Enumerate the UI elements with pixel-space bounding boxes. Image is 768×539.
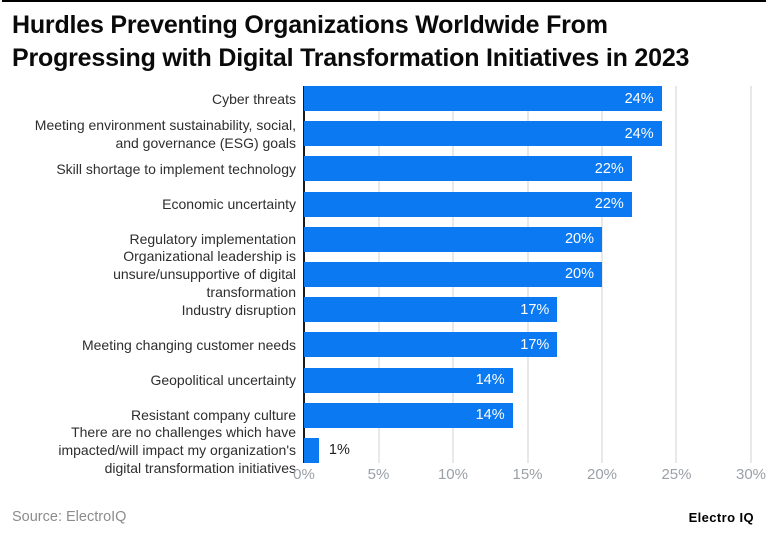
bar-area: 1%: [304, 437, 751, 463]
bar-area: 22%: [304, 191, 751, 217]
bar: 20%: [304, 226, 602, 252]
category-label: Industry disruption: [181, 301, 296, 318]
bar: 14%: [304, 402, 513, 428]
chart-row: There are no challenges which have impac…: [0, 424, 751, 476]
value-label: 17%: [520, 336, 550, 353]
category-label: There are no challenges which have impac…: [58, 424, 296, 477]
brand-logo: Electro IQ: [688, 510, 754, 525]
chart-title-line-2: Progressing with Digital Transformation …: [12, 44, 690, 72]
chart-row: Resistant company culture 14%: [0, 402, 751, 438]
chart-row: Regulatory implementation 20%: [0, 226, 751, 262]
value-label: 24%: [624, 125, 654, 142]
x-axis-tick: 0%: [293, 466, 315, 483]
category-label: Meeting changing customer needs: [81, 336, 296, 353]
top-border: [2, 0, 766, 2]
bar-area: 20%: [304, 226, 751, 252]
chart-row: Geopolitical uncertainty 14%: [0, 367, 751, 403]
bar-chart: Cyber threats 24% Meeting environment su…: [0, 86, 751, 476]
x-axis: 0% 5% 10% 15% 20% 25% 30%: [293, 466, 766, 486]
value-label: 14%: [475, 407, 505, 424]
x-axis-tick: 30%: [735, 466, 767, 483]
bar-area: 24%: [304, 86, 751, 111]
bar: 17%: [304, 297, 558, 323]
bar: 24%: [304, 86, 662, 111]
category-label: Cyber threats: [211, 90, 296, 107]
bar: 14%: [304, 367, 513, 393]
chart-row: Skill shortage to implement technology 2…: [0, 156, 751, 191]
category-label: Organizational leadership is unsure/unsu…: [113, 248, 296, 301]
source-credit: Source: ElectroIQ: [12, 509, 127, 525]
bar-area: 17%: [304, 297, 751, 323]
value-label: 24%: [624, 90, 654, 107]
chart-row: Cyber threats 24%: [0, 86, 751, 121]
bar: 22%: [304, 191, 632, 217]
value-label: 14%: [475, 372, 505, 388]
category-label: Economic uncertainty: [162, 196, 296, 213]
bar-area: 14%: [304, 402, 751, 428]
chart-row: Organizational leadership is unsure/unsu…: [0, 248, 751, 300]
bar: 20%: [304, 261, 602, 287]
x-axis-tick: 10%: [437, 466, 468, 483]
category-label: Meeting environment sustainability, soci…: [34, 116, 296, 151]
category-label: Geopolitical uncertainty: [150, 372, 296, 388]
x-axis-tick: 25%: [661, 466, 692, 483]
category-label: Skill shortage to implement technology: [56, 160, 296, 177]
value-label: 22%: [594, 160, 624, 177]
x-axis-tick: 20%: [586, 466, 618, 483]
x-axis-tick: 15%: [512, 466, 543, 483]
bar-area: 20%: [304, 261, 751, 287]
chart-row: Economic uncertainty 22%: [0, 191, 751, 227]
chart-row: Meeting changing customer needs 17%: [0, 332, 751, 367]
bar-area: 17%: [304, 332, 751, 358]
bar: 17%: [304, 332, 558, 358]
chart-row: Industry disruption 17%: [0, 297, 751, 332]
value-label: 17%: [520, 301, 550, 318]
value-label: 20%: [564, 266, 594, 283]
value-label: 1%: [328, 442, 350, 459]
category-label: Resistant company culture: [131, 407, 296, 424]
bar-area: 22%: [304, 156, 751, 182]
bar-area: 24%: [304, 121, 751, 147]
chart-title-line-1: Hurdles Preventing Organizations Worldwi…: [12, 11, 608, 39]
value-label: 20%: [564, 231, 594, 248]
chart-row: Meeting environment sustainability, soci…: [0, 117, 751, 156]
category-label: Regulatory implementation: [129, 231, 296, 248]
bar: 22%: [304, 156, 632, 182]
value-label: 22%: [594, 196, 624, 213]
x-axis-tick: 5%: [367, 466, 390, 483]
bar-area: 14%: [304, 367, 751, 393]
bar: 24%: [304, 121, 662, 147]
bar: 1%: [304, 437, 350, 463]
chart-title: Hurdles Preventing Organizations Worldwi…: [12, 9, 760, 75]
